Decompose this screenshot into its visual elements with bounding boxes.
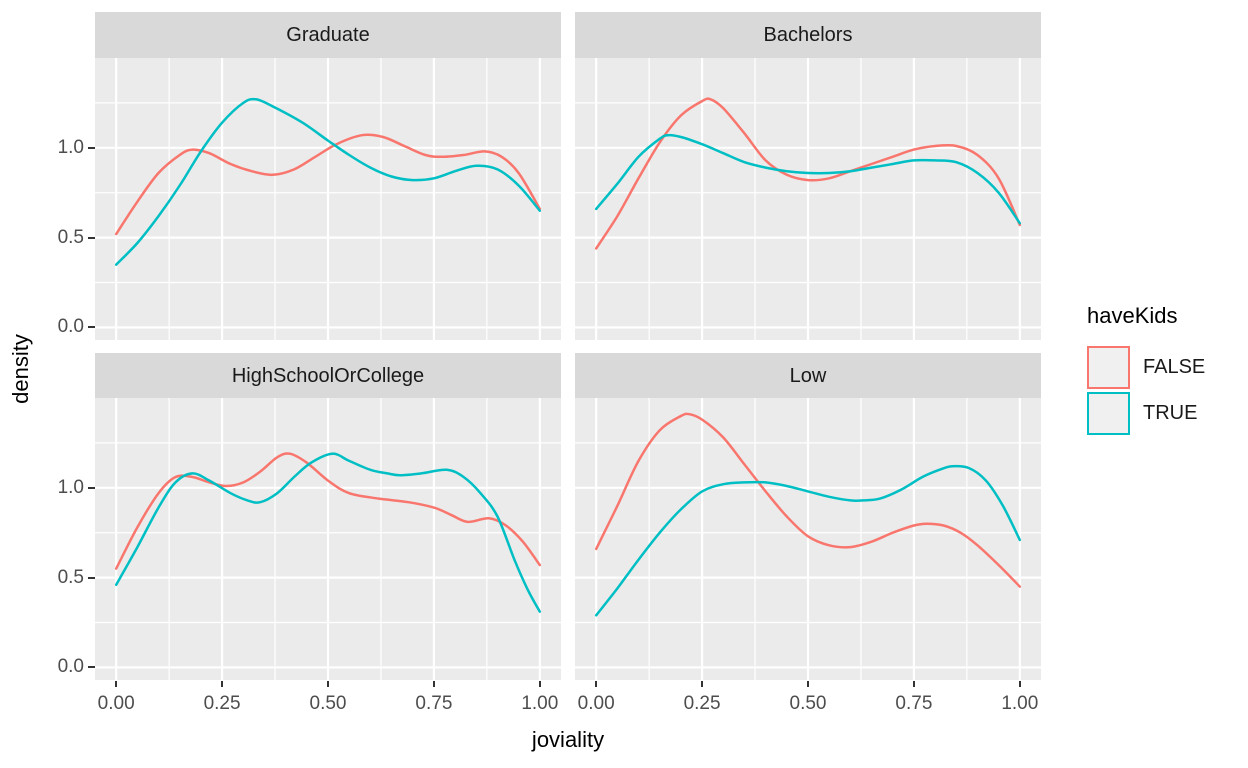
facet-plot-area: [575, 58, 1041, 340]
facet-plot-area: [575, 398, 1041, 680]
density-curve-false: [114, 452, 542, 570]
y-tick-mark: [88, 236, 95, 239]
y-tick-label: 1.0: [57, 136, 84, 158]
y-tick-label: 1.0: [57, 476, 84, 498]
x-tick-label: 0.25: [683, 693, 721, 714]
facet-plot-area: [95, 398, 561, 680]
panel-low: [575, 398, 1041, 680]
panel-bachelors: [575, 58, 1041, 340]
x-tick-label: 0.50: [789, 693, 827, 714]
legend-label-false: FALSE: [1143, 356, 1206, 378]
facet-strip-label: HighSchoolOrCollege: [231, 364, 425, 387]
density-curve-false: [114, 133, 542, 236]
legend: haveKids FALSE TRUE: [1087, 303, 1205, 438]
facet-strip-highschoolorcollege: HighSchoolOrCollege: [95, 353, 561, 399]
legend-title: haveKids: [1087, 303, 1178, 328]
x-tick-mark: [538, 681, 541, 687]
y-tick-mark: [88, 326, 95, 329]
x-tick-label: 0.25: [203, 693, 241, 714]
density-curve-false: [594, 412, 1022, 588]
facet-plot-area: [95, 58, 561, 340]
y-tick-mark: [88, 486, 95, 489]
x-tick-mark: [1018, 681, 1021, 687]
facet-strip-graduate: Graduate: [95, 12, 561, 58]
facet-strip-label: Low: [789, 364, 827, 387]
y-tick-mark: [88, 146, 95, 149]
x-tick-label: 0.75: [895, 693, 933, 714]
x-tick-label: 1.00: [1001, 693, 1039, 714]
density-curve-true: [114, 97, 542, 266]
y-tick-label: 0.0: [57, 316, 84, 338]
density-curve-true: [594, 133, 1022, 225]
legend-key-true-swatch: [1087, 392, 1130, 435]
y-tick-mark: [88, 666, 95, 669]
x-tick-mark: [807, 681, 809, 687]
x-axis-title: joviality: [531, 727, 605, 752]
legend-entry-false: FALSE: [1087, 346, 1205, 389]
density-curve-false: [594, 97, 1022, 250]
legend-label-true: TRUE: [1143, 402, 1198, 424]
x-tick-mark: [327, 681, 329, 687]
y-tick-label: 0.5: [57, 566, 84, 588]
y-tick-mark: [88, 576, 95, 579]
x-tick-mark: [221, 681, 224, 687]
y-tick-label: 0.5: [57, 226, 84, 248]
facet-strip-low: Low: [575, 353, 1041, 399]
facet-strip-label: Graduate: [286, 23, 370, 46]
density-curve-true: [114, 452, 542, 613]
x-tick-label: 0.75: [415, 693, 453, 714]
x-tick-label: 0.50: [309, 693, 347, 714]
x-tick-label: 1.00: [521, 693, 559, 714]
y-tick-label: 0.0: [57, 656, 84, 678]
facet-strip-bachelors: Bachelors: [575, 12, 1041, 58]
x-tick-label: 0.00: [577, 693, 615, 714]
density-curve-true: [594, 464, 1022, 617]
y-axis-title: density: [8, 334, 33, 404]
x-tick-mark: [912, 681, 915, 687]
facet-strip-label: Bachelors: [763, 23, 853, 46]
panel-highschoolorcollege: [95, 398, 561, 680]
x-tick-mark: [432, 681, 435, 687]
x-tick-mark: [595, 681, 598, 687]
panel-graduate: [95, 58, 561, 340]
x-tick-mark: [701, 681, 704, 687]
legend-entry-true: TRUE: [1087, 392, 1205, 435]
x-tick-label: 0.00: [97, 693, 135, 714]
x-tick-mark: [115, 681, 118, 687]
legend-key-false-swatch: [1087, 346, 1130, 389]
